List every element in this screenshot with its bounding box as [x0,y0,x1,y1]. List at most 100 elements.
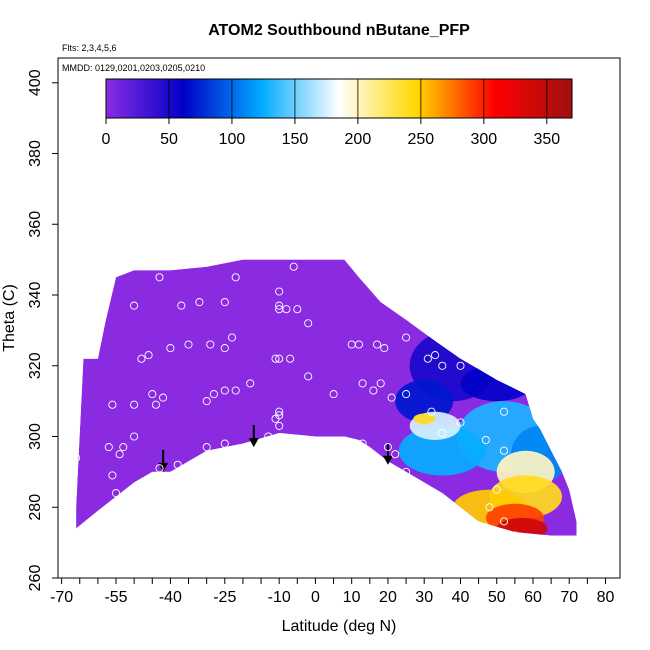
sample-point [184,340,193,349]
sample-point [354,340,363,349]
sample-point [271,354,280,363]
sample-point [227,333,237,342]
sample-point [275,301,284,310]
sample-point [456,361,465,370]
sample-point [206,340,215,349]
colorbar-tick-label: 50 [160,131,178,148]
sample-point [481,435,490,445]
x-tick-label: -25 [213,589,236,606]
sample-point [155,464,164,473]
sample-point [391,450,400,459]
concentration-field [395,330,570,536]
sample-point [104,443,113,452]
sample-point [231,273,240,282]
sample-point [485,503,494,512]
sample-point [130,301,139,310]
y-tick-label: 360 [27,211,44,238]
x-tick-label: 70 [560,589,578,606]
sample-point [68,471,77,480]
sample-point [209,390,218,399]
sample-point [431,351,440,360]
sample-point [427,407,436,416]
colorbar-tick-label: 150 [282,131,309,148]
sample-point [130,400,139,409]
sample-point [275,421,284,430]
sample-point [402,333,411,342]
sample-point [115,450,124,459]
sample-point [402,390,411,399]
y-tick-label: 400 [27,69,44,96]
sample-point [387,393,396,402]
concentration-blob [460,365,533,402]
x-axis: -70 -55 -40 -25 -10 0 10 20 30 40 50 60 70 80 [50,578,614,606]
colorbar-tick-label: 0 [102,131,111,148]
dates-subtitle: MMDD: 0129,0201,0203,0205,0210 [62,63,205,73]
x-tick-label: 60 [524,589,542,606]
y-tick-label: 320 [27,352,44,379]
sample-point [289,262,298,271]
y-tick-label: 340 [27,282,44,309]
sample-point [119,443,128,452]
x-tick-label: 30 [415,589,433,606]
x-tick-label: 50 [488,589,506,606]
sample-point [220,298,229,307]
sample-point [130,432,139,441]
sample-point [329,390,338,399]
sample-point [456,418,465,427]
sample-point [373,340,382,349]
colorbar-gradient [105,78,573,119]
colorbar-tick-label: 250 [408,131,435,148]
y-axis-label: Theta (C) [1,284,18,352]
x-tick-label: 40 [452,589,470,606]
concentration-blob [395,379,454,423]
sample-point [137,354,146,363]
colorbar-tick-label: 100 [219,131,246,148]
sample-point [246,379,255,388]
x-tick-label: -10 [268,589,291,606]
sample-point [155,273,164,282]
sample-point [177,301,186,310]
tropopause-arrow [248,425,259,448]
y-tick-label: 280 [27,494,44,521]
sample-point [111,489,121,498]
sample-point [275,287,284,296]
sample-point [282,305,291,314]
flights-subtitle: Flts: 2,3,4,5,6 [62,43,117,53]
colorbar-tick-label: 350 [533,131,560,148]
colorbar-tick-label: 200 [345,131,372,148]
sample-point [492,485,501,494]
sample-point [271,414,280,423]
sample-point [108,471,117,480]
tropopause-arrow [382,442,393,465]
sample-point [220,344,229,353]
y-axis: 260 280 300 320 340 360 380 400 [27,69,58,591]
sample-point [293,305,302,314]
sample-point [510,531,519,540]
sample-point [380,344,389,353]
sample-point [304,319,313,328]
sample-point [220,386,229,395]
sample-point [166,344,175,353]
sample-point [148,390,157,399]
sample-point [220,439,229,448]
x-tick-label: -40 [159,589,182,606]
x-tick-label: 10 [343,589,361,606]
sample-point [358,439,367,448]
sample-point [499,446,509,455]
sample-point [358,379,367,388]
sample-point [499,517,509,526]
x-tick-label: -70 [50,589,73,606]
y-tick-label: 300 [27,423,44,450]
sample-point [376,379,385,388]
sample-point [202,397,211,406]
sample-point [275,407,284,416]
sample-point [369,386,378,395]
field-group [68,259,577,540]
sample-point [202,443,211,452]
sample-point [275,354,284,363]
sample-point [383,443,392,452]
colorbar: 0 50 100 150 200 250 300 350 [102,78,573,148]
sample-point [173,460,182,469]
sample-point [195,298,204,307]
